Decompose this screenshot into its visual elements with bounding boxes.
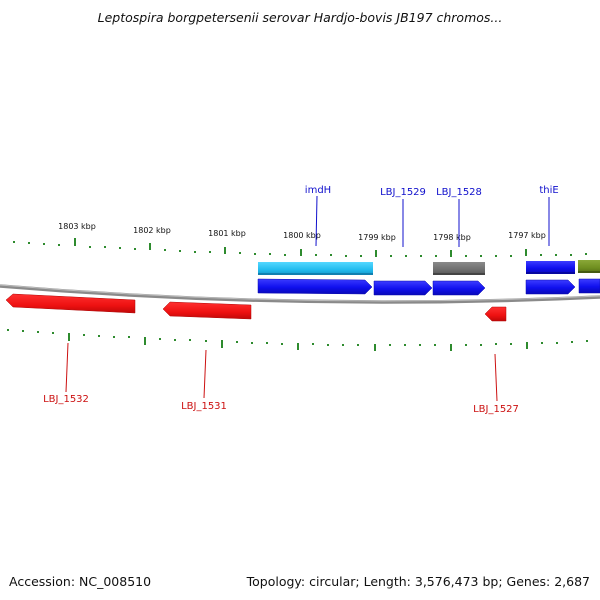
gene-arrow-imdH[interactable] [257, 278, 373, 295]
tick-label: 1803 kbp [58, 222, 96, 231]
gene-arrow-LBJ_1527[interactable] [484, 306, 507, 322]
lower-tick-track [7, 329, 588, 351]
gene-arrow-LBJ_1532[interactable] [5, 293, 136, 314]
cds-feature-gray[interactable] [433, 262, 485, 275]
tick-label: 1800 kbp [283, 231, 321, 240]
gene-track-forward [257, 278, 600, 296]
gene-label-LBJ_1532[interactable]: LBJ_1532 [43, 394, 89, 405]
page-title: Leptospira borgpetersenii serovar Hardjo… [97, 10, 503, 25]
genome-backbone [0, 284, 600, 304]
gene-label-thiE[interactable]: thiE [539, 185, 558, 196]
gene-label-LBJ_1527[interactable]: LBJ_1527 [473, 404, 519, 415]
gene-arrow-LBJ_1531[interactable] [162, 301, 252, 320]
topology-label: Topology: circular; Length: 3,576,473 bp… [246, 574, 590, 589]
tick-label: 1802 kbp [133, 226, 171, 235]
cds-feature-cyan[interactable] [258, 262, 373, 275]
gene-arrow-thiE[interactable] [525, 279, 576, 295]
forward-gene-labels: imdH LBJ_1529 LBJ_1528 thiE [305, 185, 559, 247]
gene-arrow-LBJ_1528[interactable] [432, 280, 486, 296]
cds-track-forward [258, 260, 600, 275]
gene-label-LBJ_1531[interactable]: LBJ_1531 [181, 401, 227, 412]
gene-track-reverse [5, 293, 507, 322]
tick-label: 1798 kbp [433, 233, 471, 242]
accession-label: Accession: NC_008510 [9, 574, 152, 589]
gene-label-imdH[interactable]: imdH [305, 185, 331, 196]
tick-label: 1799 kbp [358, 233, 396, 242]
gene-arrow-LBJ_1529[interactable] [373, 280, 433, 296]
tick-label: 1801 kbp [208, 229, 246, 238]
gene-label-LBJ_1528[interactable]: LBJ_1528 [436, 187, 482, 198]
upper-tick-track [13, 238, 587, 257]
cds-feature-thiE[interactable] [526, 261, 575, 274]
gene-label-LBJ_1529[interactable]: LBJ_1529 [380, 187, 426, 198]
cds-feature-olive[interactable] [578, 260, 600, 273]
tick-label: 1797 kbp [508, 231, 546, 240]
gene-arrow-partial[interactable] [578, 278, 600, 294]
reverse-gene-labels: LBJ_1532 LBJ_1531 LBJ_1527 [43, 342, 519, 415]
